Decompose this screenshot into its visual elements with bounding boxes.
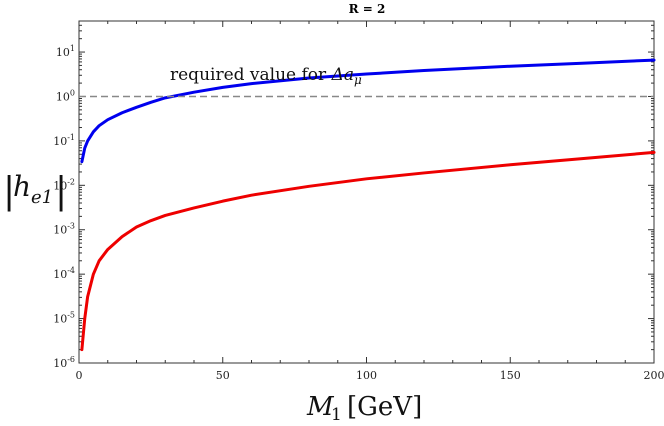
y-axis-title: | h e1 | xyxy=(3,170,67,212)
x-tick-label: 150 xyxy=(500,369,521,382)
y-tick-base: 10 xyxy=(53,135,67,148)
y-tick-exponent: -2 xyxy=(67,177,75,186)
reference-group: required value for Δaμ xyxy=(79,65,654,98)
chart-title: R = 2 xyxy=(349,2,386,16)
y-tick-base: 10 xyxy=(53,224,67,237)
y-tick-label: 10-4 xyxy=(53,266,75,281)
y-axis-symbol: h xyxy=(13,170,31,203)
y-tick-label: 101 xyxy=(56,44,75,59)
x-axis-subscript: 1 xyxy=(331,405,342,425)
reference-label-sub: μ xyxy=(354,73,362,87)
y-axis-bar-left: | xyxy=(3,171,15,212)
series-group xyxy=(80,58,656,352)
y-tick-label: 100 xyxy=(56,88,75,103)
x-tick-label: 0 xyxy=(76,369,83,382)
x-axis-unit: [GeV] xyxy=(347,392,422,422)
reference-label-text: required value for xyxy=(170,65,332,85)
y-tick-exponent: -3 xyxy=(67,222,75,231)
y-tick-exponent: 0 xyxy=(70,88,75,97)
x-tick-label: 200 xyxy=(644,369,664,382)
y-tick-label: 10-6 xyxy=(53,355,75,370)
x-tick-label: 50 xyxy=(216,369,230,382)
y-tick-exponent: 1 xyxy=(70,44,75,53)
reference-label-math: Δa xyxy=(331,65,354,85)
y-tick-exponent: -1 xyxy=(67,133,75,142)
y-tick-exponent: -4 xyxy=(67,266,75,275)
series-line-red xyxy=(80,150,656,352)
y-tick-base: 10 xyxy=(56,90,70,103)
y-tick-base: 10 xyxy=(53,179,67,192)
y-tick-base: 10 xyxy=(56,46,70,59)
x-axis-symbol: M xyxy=(306,392,335,422)
reference-line-label: required value for Δaμ xyxy=(170,65,362,87)
y-tick-label: 10-5 xyxy=(53,311,75,326)
x-tick-label: 100 xyxy=(356,369,377,382)
y-axis-subscript: e1 xyxy=(31,187,53,208)
plot-frame xyxy=(78,20,655,364)
y-tick-label: 10-1 xyxy=(53,133,75,148)
y-tick-label: 10-3 xyxy=(53,222,75,237)
y-tick-exponent: -6 xyxy=(67,355,75,364)
series-line-blue xyxy=(80,58,656,164)
y-tick-exponent: -5 xyxy=(67,311,75,320)
y-tick-base: 10 xyxy=(53,357,67,370)
y-axis-bar-right: | xyxy=(55,171,67,212)
x-axis-title: M 1 [GeV] xyxy=(306,392,422,425)
y-tick-base: 10 xyxy=(53,268,67,281)
y-tick-label: 10-2 xyxy=(53,177,75,192)
y-tick-base: 10 xyxy=(53,313,67,326)
